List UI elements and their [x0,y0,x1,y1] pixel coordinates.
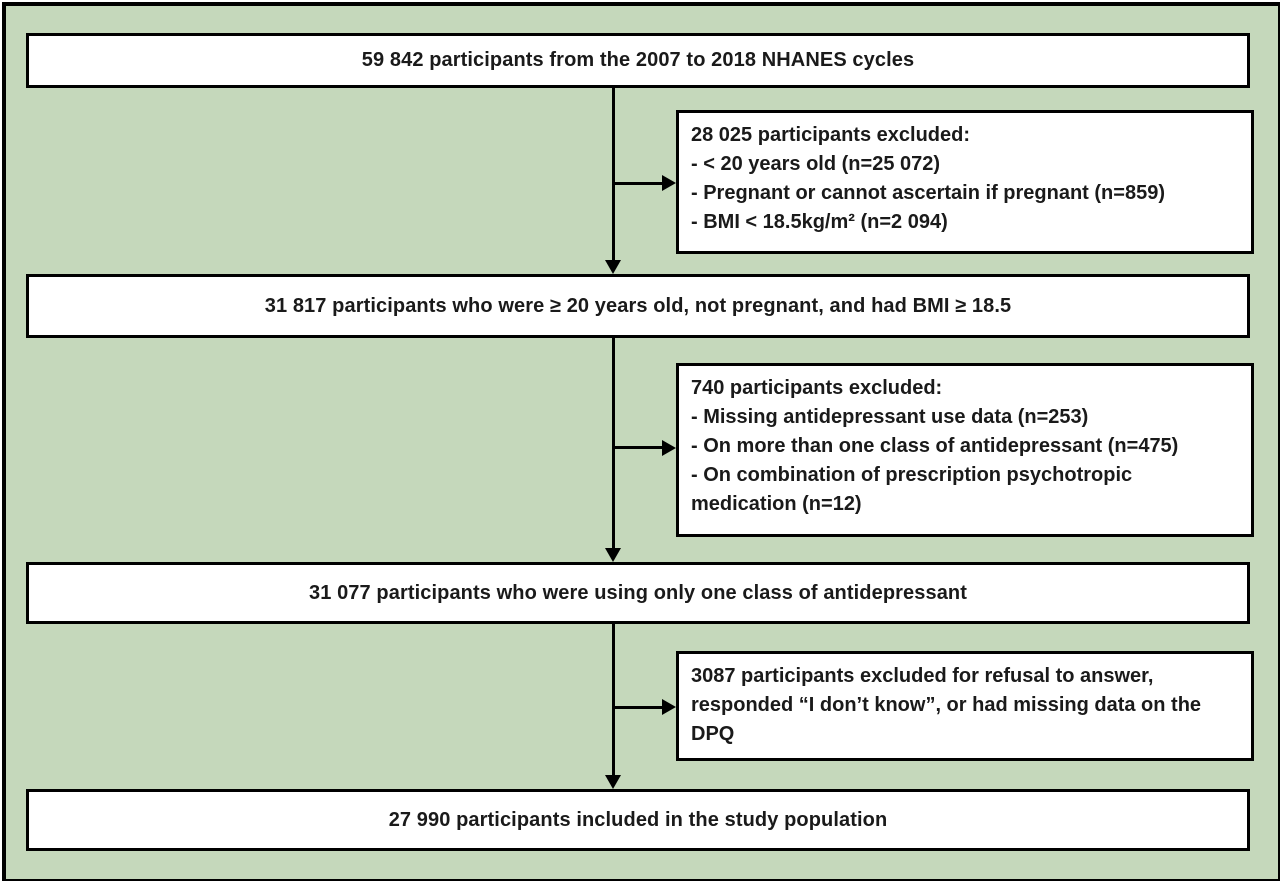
flow-box-single-antidepressant-text: 31 077 participants who were using only … [308,581,967,604]
flow-box-initial-cohort-text: 59 842 participants from the 2007 to 201… [361,49,915,71]
exclusion-box-age-pregnancy-bmi: 28 025 participants excluded: - < 20 yea… [676,110,1254,254]
exclusion-2-line-4: - On combination of prescription psychot… [691,464,1133,515]
exclusion-box-dpq-missing: 3087 participants excluded for refusal t… [676,651,1254,761]
flow-box-initial-cohort: 59 842 participants from the 2007 to 201… [26,33,1250,88]
exclusion-2-line-1: 740 participants excluded: [691,377,943,399]
flow-box-eligible-adults: 31 817 participants who were ≥ 20 years … [26,274,1250,338]
arrowhead-down-box3-icon [605,548,621,562]
exclusion-1-line-3: - Pregnant or cannot ascertain if pregna… [691,182,1165,204]
exclusion-2-line-2: - Missing antidepressant use data (n=253… [691,406,1089,428]
flow-box-eligible-adults-text: 31 817 participants who were ≥ 20 years … [264,294,1012,317]
connector-box1-to-box2 [612,88,615,260]
connector-branch-exclusion-2 [613,446,662,449]
flow-box-single-antidepressant: 31 077 participants who were using only … [26,562,1250,624]
arrowhead-right-exclusion-3-icon [662,699,676,715]
arrowhead-down-box4-icon [605,775,621,789]
flow-box-final-study-population-text: 27 990 participants included in the stud… [388,808,888,831]
connector-branch-exclusion-1 [613,182,662,185]
arrowhead-right-exclusion-1-icon [662,175,676,191]
exclusion-2-line-3: - On more than one class of antidepressa… [691,435,1179,457]
connector-branch-exclusion-3 [613,706,662,709]
exclusion-1-line-2: - < 20 years old (n=25 072) [691,153,941,175]
exclusion-1-line-1: 28 025 participants excluded: [691,124,971,146]
connector-box3-to-box4 [612,624,615,775]
exclusion-3-line-1: 3087 participants excluded for refusal t… [691,665,1202,745]
flow-box-final-study-population: 27 990 participants included in the stud… [26,789,1250,851]
arrowhead-right-exclusion-2-icon [662,440,676,456]
connector-box2-to-box3 [612,338,615,548]
exclusion-1-line-4: - BMI < 18.5kg/m² (n=2 094) [691,211,948,233]
arrowhead-down-box2-icon [605,260,621,274]
exclusion-box-antidepressant-data: 740 participants excluded: - Missing ant… [676,363,1254,537]
